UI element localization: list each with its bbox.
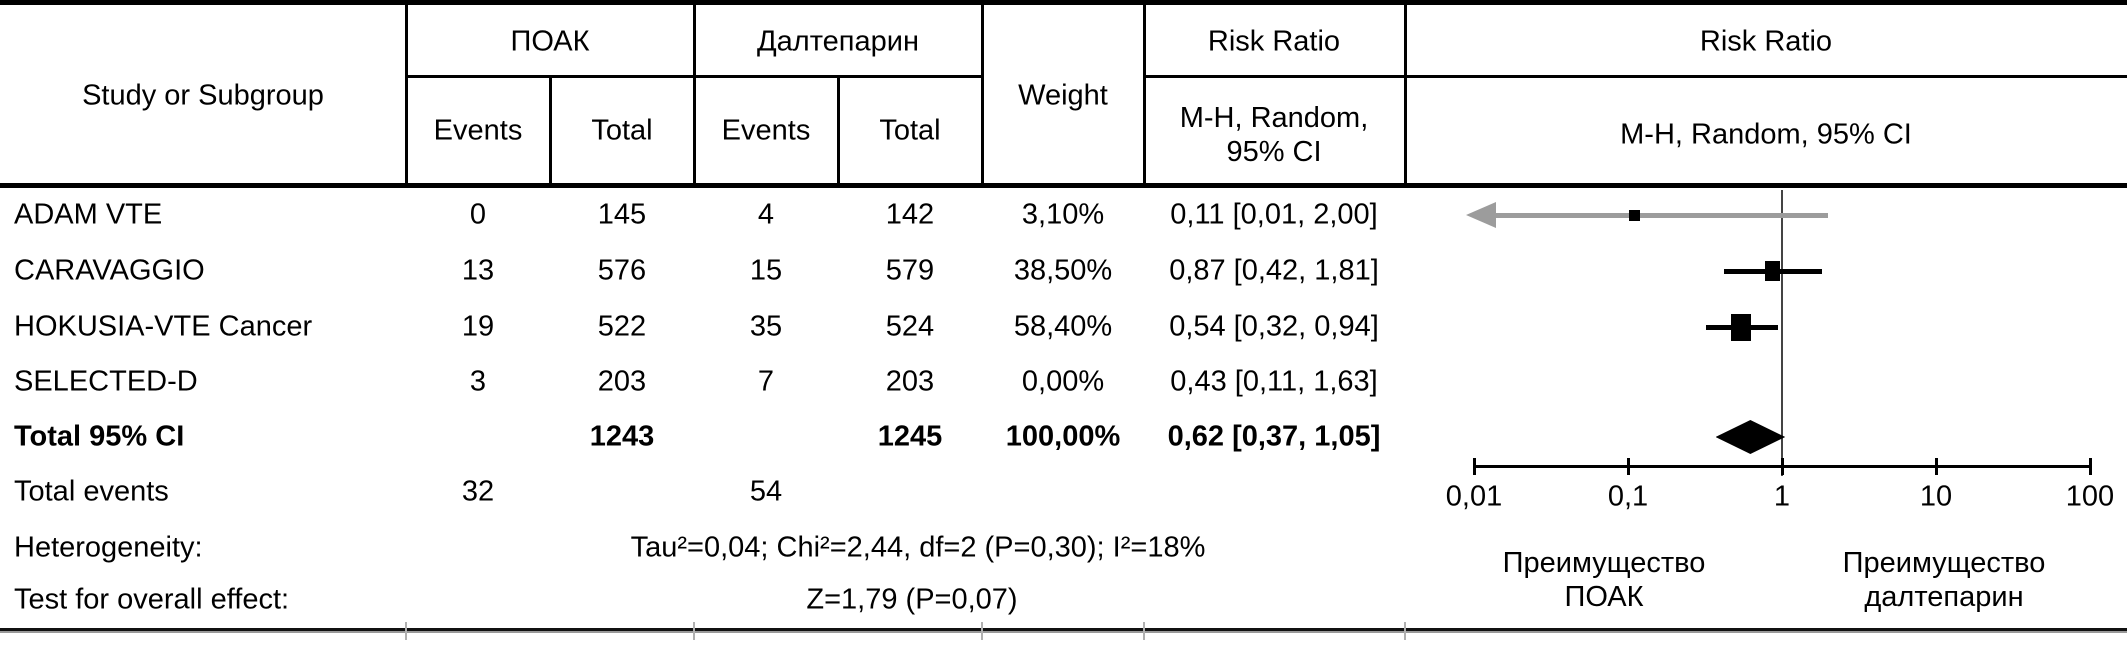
axis-tick-label: 0,01: [1445, 480, 1503, 513]
column-header-study: Study or Subgroup: [82, 79, 324, 112]
table-border-stub: [1404, 622, 1406, 640]
events-value: 13: [461, 254, 495, 287]
risk-ratio-value: 0,87 [0,42, 1,81]: [1169, 254, 1379, 287]
events-value: 32: [461, 475, 495, 508]
table-top-border: [0, 0, 2127, 5]
effect-marker: [1730, 313, 1751, 341]
column-divider: [549, 77, 552, 188]
events-value: 35: [749, 310, 783, 343]
heterogeneity-stats: Tau²=0,04; Chi²=2,44, df=2 (P=0,30); I²=…: [630, 531, 1206, 564]
column-header-risk-ratio-plot: Risk Ratio: [1699, 25, 1833, 58]
total-value: 579: [885, 254, 935, 287]
favours-right-line1: Преимущество: [1842, 547, 2046, 579]
axis-tick-label: 1: [1773, 480, 1791, 513]
study-name: CARAVAGGIO: [14, 254, 205, 287]
total-label: Total 95% CI: [14, 420, 185, 453]
axis-tick-label: 0,1: [1607, 480, 1649, 513]
table-border-stub: [405, 622, 407, 640]
table-border-stub: [1143, 622, 1145, 640]
table-bottom-border: [0, 628, 2127, 631]
study-name: HOKUSIA-VTE Cancer: [14, 310, 313, 343]
favours-right-line2: далтепарин: [1864, 581, 2024, 613]
column-header-mh-random: M-H, Random, 95% CI: [1180, 101, 1369, 169]
total-value: 145: [597, 198, 647, 231]
ci-line: [1494, 212, 1829, 218]
ci-arrowhead-left: [1466, 202, 1496, 228]
column-divider: [693, 0, 696, 188]
group-header-underline-right: [1144, 75, 2127, 78]
events-value: 4: [757, 198, 775, 231]
column-header-mh-random-plot: M-H, Random, 95% CI: [1620, 118, 1912, 151]
favours-left-line1: Преимущество: [1502, 547, 1706, 579]
weight-value: 58,40%: [1013, 310, 1113, 343]
risk-ratio-value: 0,43 [0,11, 1,63]: [1170, 365, 1378, 398]
column-divider: [1404, 0, 1407, 188]
total-value: 522: [597, 310, 647, 343]
group-header-dalteparin: Далтепарин: [757, 25, 919, 58]
total-value: 576: [597, 254, 647, 287]
events-value: 7: [757, 365, 775, 398]
column-divider: [1143, 0, 1146, 188]
column-divider: [981, 0, 984, 188]
column-divider: [405, 0, 408, 188]
events-value: 19: [461, 310, 495, 343]
column-header-events-1: Events: [433, 114, 523, 147]
header-bottom-border: [0, 183, 2127, 188]
risk-ratio-value: 0,62 [0,37, 1,05]: [1167, 420, 1381, 453]
column-divider: [837, 77, 840, 188]
axis-tick-label: 100: [2065, 480, 2115, 513]
axis-tick-label: 10: [1919, 480, 1953, 513]
risk-ratio-value: 0,54 [0,32, 0,94]: [1169, 310, 1379, 343]
study-name: ADAM VTE: [14, 198, 163, 231]
heterogeneity-label: Heterogeneity:: [14, 531, 203, 564]
axis-tick: [1934, 458, 1938, 475]
weight-value: 100,00%: [1005, 420, 1121, 453]
risk-ratio-value: 0,11 [0,01, 2,00]: [1170, 198, 1378, 231]
favours-right-label: Преимущество далтепарин: [1843, 546, 2046, 614]
events-value: 3: [469, 365, 487, 398]
column-header-weight: Weight: [1018, 79, 1108, 112]
axis-tick: [1472, 458, 1476, 475]
weight-value: 38,50%: [1013, 254, 1113, 287]
column-header-events-2: Events: [721, 114, 811, 147]
null-effect-line: [1781, 190, 1783, 476]
study-name: SELECTED-D: [14, 365, 198, 398]
column-header-total-2: Total: [879, 114, 941, 147]
weight-value: 3,10%: [1021, 198, 1105, 231]
effect-marker: [1765, 261, 1781, 281]
favours-left-label: Преимущество ПОАК: [1503, 546, 1706, 614]
total-value: 524: [885, 310, 935, 343]
total-value: 203: [885, 365, 935, 398]
mh-line1: M-H, Random,: [1179, 102, 1369, 134]
axis-tick: [2088, 458, 2092, 475]
axis-tick: [1626, 458, 1630, 475]
mh-line2: 95% CI: [1226, 136, 1322, 168]
axis-tick: [1780, 458, 1784, 475]
events-value: 0: [469, 198, 487, 231]
column-header-risk-ratio-text: Risk Ratio: [1207, 25, 1341, 58]
weight-value: 0,00%: [1021, 365, 1105, 398]
favours-left-line2: ПОАК: [1564, 581, 1644, 613]
total-events-label: Total events: [14, 475, 169, 508]
summary-diamond: [1715, 420, 1786, 454]
column-header-total-1: Total: [591, 114, 653, 147]
effect-marker: [1628, 209, 1640, 221]
group-header-poak: ПОАК: [510, 25, 590, 58]
events-value: 54: [749, 475, 783, 508]
events-value: 15: [749, 254, 783, 287]
overall-effect-stats: Z=1,79 (P=0,07): [806, 583, 1018, 616]
total-value: 1243: [589, 420, 655, 453]
overall-effect-label: Test for overall effect:: [14, 583, 290, 616]
total-value: 142: [885, 198, 935, 231]
table-border-stub: [981, 622, 983, 640]
table-bottom-border-shadow: [0, 631, 2127, 633]
total-value: 203: [597, 365, 647, 398]
table-border-stub: [693, 622, 695, 640]
total-value: 1245: [877, 420, 943, 453]
